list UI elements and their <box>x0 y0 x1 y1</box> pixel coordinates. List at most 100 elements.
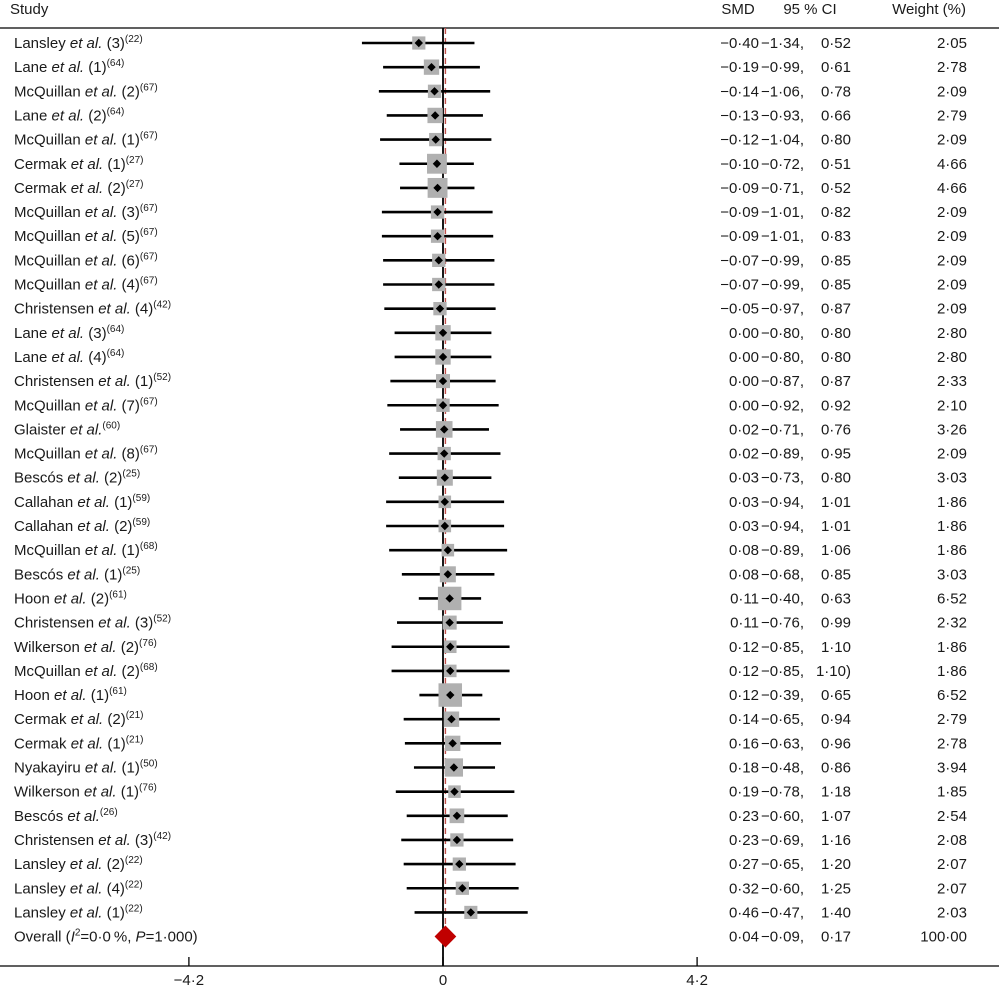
ci-lower-value: −0·60, <box>761 808 804 825</box>
point-estimate <box>440 425 449 434</box>
point-estimate <box>452 835 462 845</box>
smd-value: −0·10 <box>720 156 759 173</box>
study-label: Callahan et al. (1)(59) <box>14 493 150 511</box>
smd-value: −0·40 <box>720 35 759 52</box>
weight-value: 4·66 <box>937 156 967 173</box>
weight-value: 3·03 <box>937 470 967 487</box>
ci-lower-value: −0·99, <box>761 277 804 294</box>
smd-value: 0·00 <box>729 325 759 342</box>
weight-value: 2·32 <box>937 615 967 632</box>
weight-value: 2·10 <box>937 397 967 414</box>
point-estimate <box>414 38 423 48</box>
weight-value: 1·86 <box>937 494 967 511</box>
ci-upper-value: 0·85 <box>821 252 851 269</box>
ci-upper-value: 0·83 <box>821 228 851 245</box>
ci-lower-value: −0·80, <box>761 325 804 342</box>
study-row: McQuillan et al. (3)(67) −0·09 −1·01, 0·82 2… <box>14 203 967 221</box>
point-estimate <box>432 159 442 168</box>
ci-lower-value: −0·40, <box>761 590 804 607</box>
overall-diamond <box>434 925 457 948</box>
study-row: Christensen et al. (4)(42) −0·05 −0·97, 0·8… <box>14 300 967 318</box>
ci-lower-value: −0·76, <box>761 615 804 632</box>
point-estimate <box>438 328 448 337</box>
ci-lower-value: −0·60, <box>761 880 804 897</box>
study-label: Cermak et al. (1)(27) <box>14 155 144 173</box>
ci-upper-value: 0·80 <box>821 132 851 149</box>
ci-upper-value: 1·01 <box>821 494 851 511</box>
smd-value: −0·09 <box>720 228 759 245</box>
study-row: Glaister et al.(60) 0·02 −0·71, 0·76 3·26 <box>14 420 967 438</box>
study-label: Cermak et al. (2)(21) <box>14 710 144 728</box>
study-row: McQuillan et al. (2)(68) 0·12 −0·85, 1·10) 1… <box>14 662 967 680</box>
weight-value: 2·09 <box>937 83 967 100</box>
ci-upper-value: 0·92 <box>821 397 851 414</box>
ci-upper-value: 0·80 <box>821 470 851 487</box>
smd-value: 0·00 <box>729 397 759 414</box>
ci-lower-value: −0·39, <box>761 687 804 704</box>
study-row: Hoon et al. (1)(61) 0·12 −0·39, 0·65 6·52 <box>14 683 967 707</box>
ci-upper-value: 0·80 <box>821 349 851 366</box>
x-tick-label: −4·2 <box>174 972 204 989</box>
study-row: Cermak et al. (1)(27) −0·10 −0·72, 0·51 4·66 <box>14 153 967 174</box>
point-estimate <box>435 304 445 313</box>
point-estimate <box>433 207 442 217</box>
smd-value: 0·02 <box>729 446 759 463</box>
study-label: Cermak et al. (1)(21) <box>14 734 144 752</box>
study-label: Hoon et al. (2)(61) <box>14 589 127 607</box>
ci-upper-value: 0·61 <box>821 59 851 76</box>
study-row: Cermak et al. (2)(21) 0·14 −0·65, 0·94 2·79 <box>14 710 967 728</box>
study-label: Glaister et al.(60) <box>14 420 120 438</box>
study-row: McQuillan et al. (1)(67) −0·12 −1·04, 0·80 2… <box>14 131 967 149</box>
x-tick-label: 0 <box>439 972 447 989</box>
point-estimate <box>438 401 448 410</box>
point-estimate <box>458 884 467 893</box>
weight-value: 2·09 <box>937 301 967 318</box>
point-estimate <box>443 545 453 555</box>
header-smd: SMD <box>721 1 755 18</box>
study-label: McQuillan et al. (2)(67) <box>14 82 158 100</box>
ci-lower-value: −0·78, <box>761 784 804 801</box>
ci-lower-value: −0·99, <box>761 252 804 269</box>
point-estimate <box>430 87 439 96</box>
point-estimate <box>434 280 443 289</box>
ci-upper-value: 1·18 <box>821 784 851 801</box>
point-estimate <box>427 62 436 72</box>
ci-lower-value: −0·87, <box>761 373 804 390</box>
weight-value: 3·94 <box>937 760 967 777</box>
study-label: Lane et al. (1)(64) <box>14 58 124 76</box>
smd-value: 0·00 <box>729 349 759 366</box>
smd-value: −0·12 <box>720 132 759 149</box>
point-estimate <box>446 666 455 676</box>
ci-upper-value: 0·96 <box>821 735 851 752</box>
study-label: Cermak et al. (2)(27) <box>14 179 144 197</box>
smd-value: 0·46 <box>729 904 759 921</box>
ci-upper-value: 1·06 <box>821 542 851 559</box>
ci-lower-value: −1·01, <box>761 228 804 245</box>
point-estimate <box>431 135 440 144</box>
study-label: Christensen et al. (4)(42) <box>14 300 171 318</box>
smd-value: 0·08 <box>729 542 759 559</box>
point-estimate <box>443 570 453 579</box>
weight-value: 3·26 <box>937 421 967 438</box>
study-row: Wilkerson et al. (1)(76) 0·19 −0·78, 1·18 1·… <box>14 783 967 801</box>
point-estimate <box>438 352 448 362</box>
ci-upper-value: 0·87 <box>821 373 851 390</box>
weight-value: 2·54 <box>937 808 967 825</box>
study-row: Wilkerson et al. (2)(76) 0·12 −0·85, 1·10 1·… <box>14 638 967 656</box>
weight-value: 6·52 <box>937 590 967 607</box>
ci-lower-value: −0·68, <box>761 566 804 583</box>
weight-value: 2·79 <box>937 711 967 728</box>
ci-upper-value: 0·82 <box>821 204 851 221</box>
ci-upper-value: 0·87 <box>821 301 851 318</box>
ci-lower-value: −0·47, <box>761 904 804 921</box>
smd-value: 0·23 <box>729 832 759 849</box>
study-row: Callahan et al. (2)(59) 0·03 −0·94, 1·01 1·8… <box>14 517 967 535</box>
smd-value: 0·03 <box>729 518 759 535</box>
point-estimate <box>440 473 450 482</box>
study-label: Christensen et al. (3)(42) <box>14 831 171 849</box>
study-row: McQuillan et al. (7)(67) 0·00 −0·92, 0·92 2·… <box>14 396 967 414</box>
study-row: Lansley et al. (3)(22) −0·40 −1·34, 0·52 2·0… <box>14 34 967 52</box>
study-label: McQuillan et al. (2)(68) <box>14 662 158 680</box>
smd-value: 0·19 <box>729 784 759 801</box>
study-label: McQuillan et al. (1)(67) <box>14 131 158 149</box>
